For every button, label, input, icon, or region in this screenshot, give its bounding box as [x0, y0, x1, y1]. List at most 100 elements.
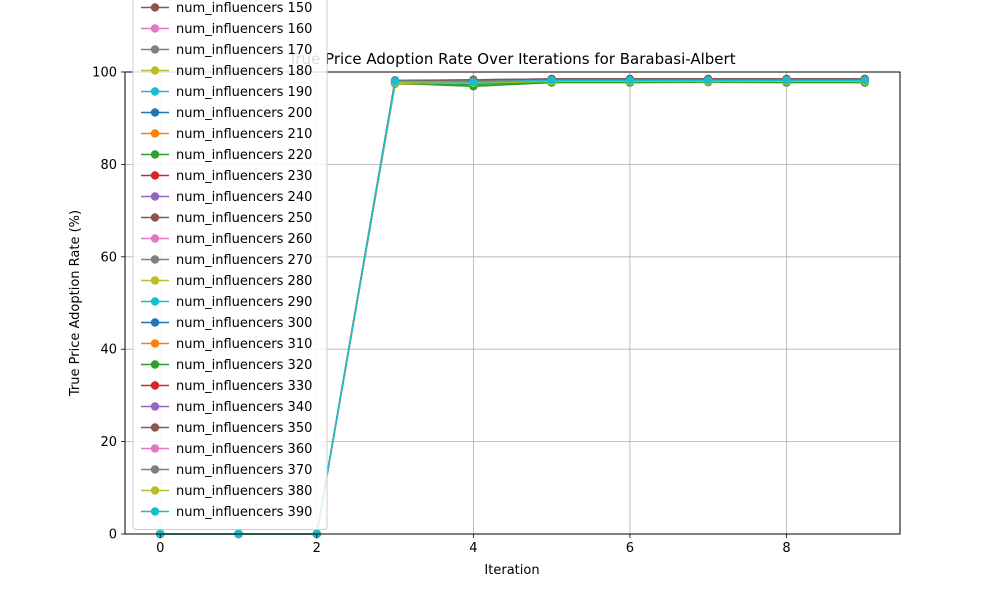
- legend-marker: [150, 255, 160, 264]
- legend-entry: num_influencers 370: [141, 463, 312, 478]
- legend-marker: [150, 87, 160, 96]
- legend-entry: num_influencers 230: [141, 169, 312, 184]
- legend-marker: [150, 276, 160, 285]
- legend-marker: [150, 171, 160, 180]
- legend-label: num_influencers 190: [176, 85, 312, 100]
- y-axis-label: True Price Adoption Rate (%): [68, 210, 83, 397]
- data-point: [390, 77, 400, 86]
- legend-entry: num_influencers 190: [141, 85, 312, 100]
- data-point: [469, 77, 478, 87]
- legend-entry: num_influencers 250: [141, 211, 312, 226]
- legend-marker: [150, 507, 160, 516]
- legend-entry: num_influencers 270: [141, 253, 312, 268]
- legend-marker: [150, 423, 160, 432]
- legend-marker: [150, 444, 160, 453]
- legend-entry: num_influencers 360: [141, 442, 312, 457]
- y-tick-label: 40: [100, 343, 117, 358]
- legend-label: num_influencers 230: [176, 169, 312, 184]
- data-point: [782, 76, 791, 85]
- legend-marker: [150, 381, 160, 390]
- legend-entry: num_influencers 380: [141, 484, 312, 499]
- legend-marker: [150, 339, 160, 348]
- x-tick-label: 6: [626, 541, 634, 556]
- y-tick-label: 80: [100, 158, 117, 173]
- x-tick-label: 8: [782, 541, 790, 556]
- data-point: [704, 76, 713, 85]
- data-point: [625, 76, 635, 85]
- legend-label: num_influencers 240: [176, 190, 312, 205]
- y-tick-label: 0: [109, 528, 117, 543]
- legend-label: num_influencers 150: [176, 1, 312, 16]
- legend-entry: num_influencers 290: [141, 295, 312, 310]
- legend-entry: num_influencers 330: [141, 379, 312, 394]
- legend-label: num_influencers 260: [176, 232, 312, 247]
- legend-label: num_influencers 320: [176, 358, 312, 373]
- legend-label: num_influencers 280: [176, 274, 312, 289]
- legend-entry: num_influencers 310: [141, 337, 312, 352]
- plot-frame: [124, 71, 901, 535]
- legend-entry: num_influencers 170: [141, 43, 312, 58]
- legend-marker: [150, 3, 160, 12]
- x-tick-label: 2: [313, 541, 321, 556]
- legend-entry: num_influencers 390: [141, 505, 312, 520]
- legend-label: num_influencers 170: [176, 43, 312, 58]
- legend-entry: num_influencers 210: [141, 127, 312, 142]
- legend-marker: [150, 192, 160, 201]
- legend-label: num_influencers 290: [176, 295, 312, 310]
- legend-marker: [150, 297, 160, 306]
- y-tick-label: 60: [100, 250, 117, 265]
- legend-label: num_influencers 300: [176, 316, 312, 331]
- legend: num_influencers 150 num_influencers 160 nu…: [132, 0, 328, 530]
- legend-entry: num_influencers 220: [141, 148, 312, 163]
- x-axis-label: Iteration: [484, 563, 539, 578]
- data-point: [860, 76, 869, 85]
- legend-label: num_influencers 180: [176, 64, 312, 79]
- legend-label: num_influencers 380: [176, 484, 312, 499]
- legend-box: [132, 0, 328, 530]
- legend-marker: [150, 465, 160, 474]
- legend-label: num_influencers 250: [176, 211, 312, 226]
- x-tick-label: 0: [156, 541, 164, 556]
- data-point: [547, 76, 556, 85]
- legend-entry: num_influencers 320: [141, 358, 312, 373]
- legend-entry: num_influencers 200: [141, 106, 312, 121]
- x-tick-label: 4: [469, 541, 477, 556]
- legend-label: num_influencers 210: [176, 127, 312, 142]
- y-tick-label: 100: [92, 66, 117, 81]
- legend-marker: [150, 129, 160, 138]
- legend-marker: [150, 108, 160, 117]
- legend-label: num_influencers 390: [176, 505, 312, 520]
- legend-label: num_influencers 310: [176, 337, 312, 352]
- legend-marker: [150, 486, 160, 495]
- y-tick-label: 20: [100, 435, 117, 450]
- legend-marker: [150, 360, 160, 369]
- legend-label: num_influencers 330: [176, 379, 312, 394]
- legend-label: num_influencers 340: [176, 400, 312, 415]
- legend-entry: num_influencers 300: [141, 316, 312, 331]
- legend-entry: num_influencers 180: [141, 64, 312, 79]
- chart-title: True Price Adoption Rate Over Iterations…: [287, 50, 735, 68]
- legend-label: num_influencers 160: [176, 22, 312, 37]
- legend-entry: num_influencers 340: [141, 400, 312, 415]
- legend-label: num_influencers 200: [176, 106, 312, 121]
- legend-marker: [150, 213, 160, 222]
- legend-entry: num_influencers 240: [141, 190, 312, 205]
- legend-marker: [150, 318, 160, 327]
- legend-marker: [150, 66, 160, 75]
- legend-label: num_influencers 220: [176, 148, 312, 163]
- legend-entry: num_influencers 260: [141, 232, 312, 247]
- legend-entry: num_influencers 160: [141, 22, 312, 37]
- legend-marker: [150, 234, 160, 243]
- legend-label: num_influencers 270: [176, 253, 312, 268]
- legend-entry: num_influencers 350: [141, 421, 312, 436]
- legend-entry: num_influencers 280: [141, 274, 312, 289]
- legend-marker: [150, 24, 160, 33]
- legend-marker: [150, 150, 160, 159]
- legend-label: num_influencers 360: [176, 442, 312, 457]
- legend-label: num_influencers 370: [176, 463, 312, 478]
- legend-entry: num_influencers 150: [141, 1, 312, 16]
- legend-marker: [150, 45, 160, 54]
- legend-marker: [150, 402, 160, 411]
